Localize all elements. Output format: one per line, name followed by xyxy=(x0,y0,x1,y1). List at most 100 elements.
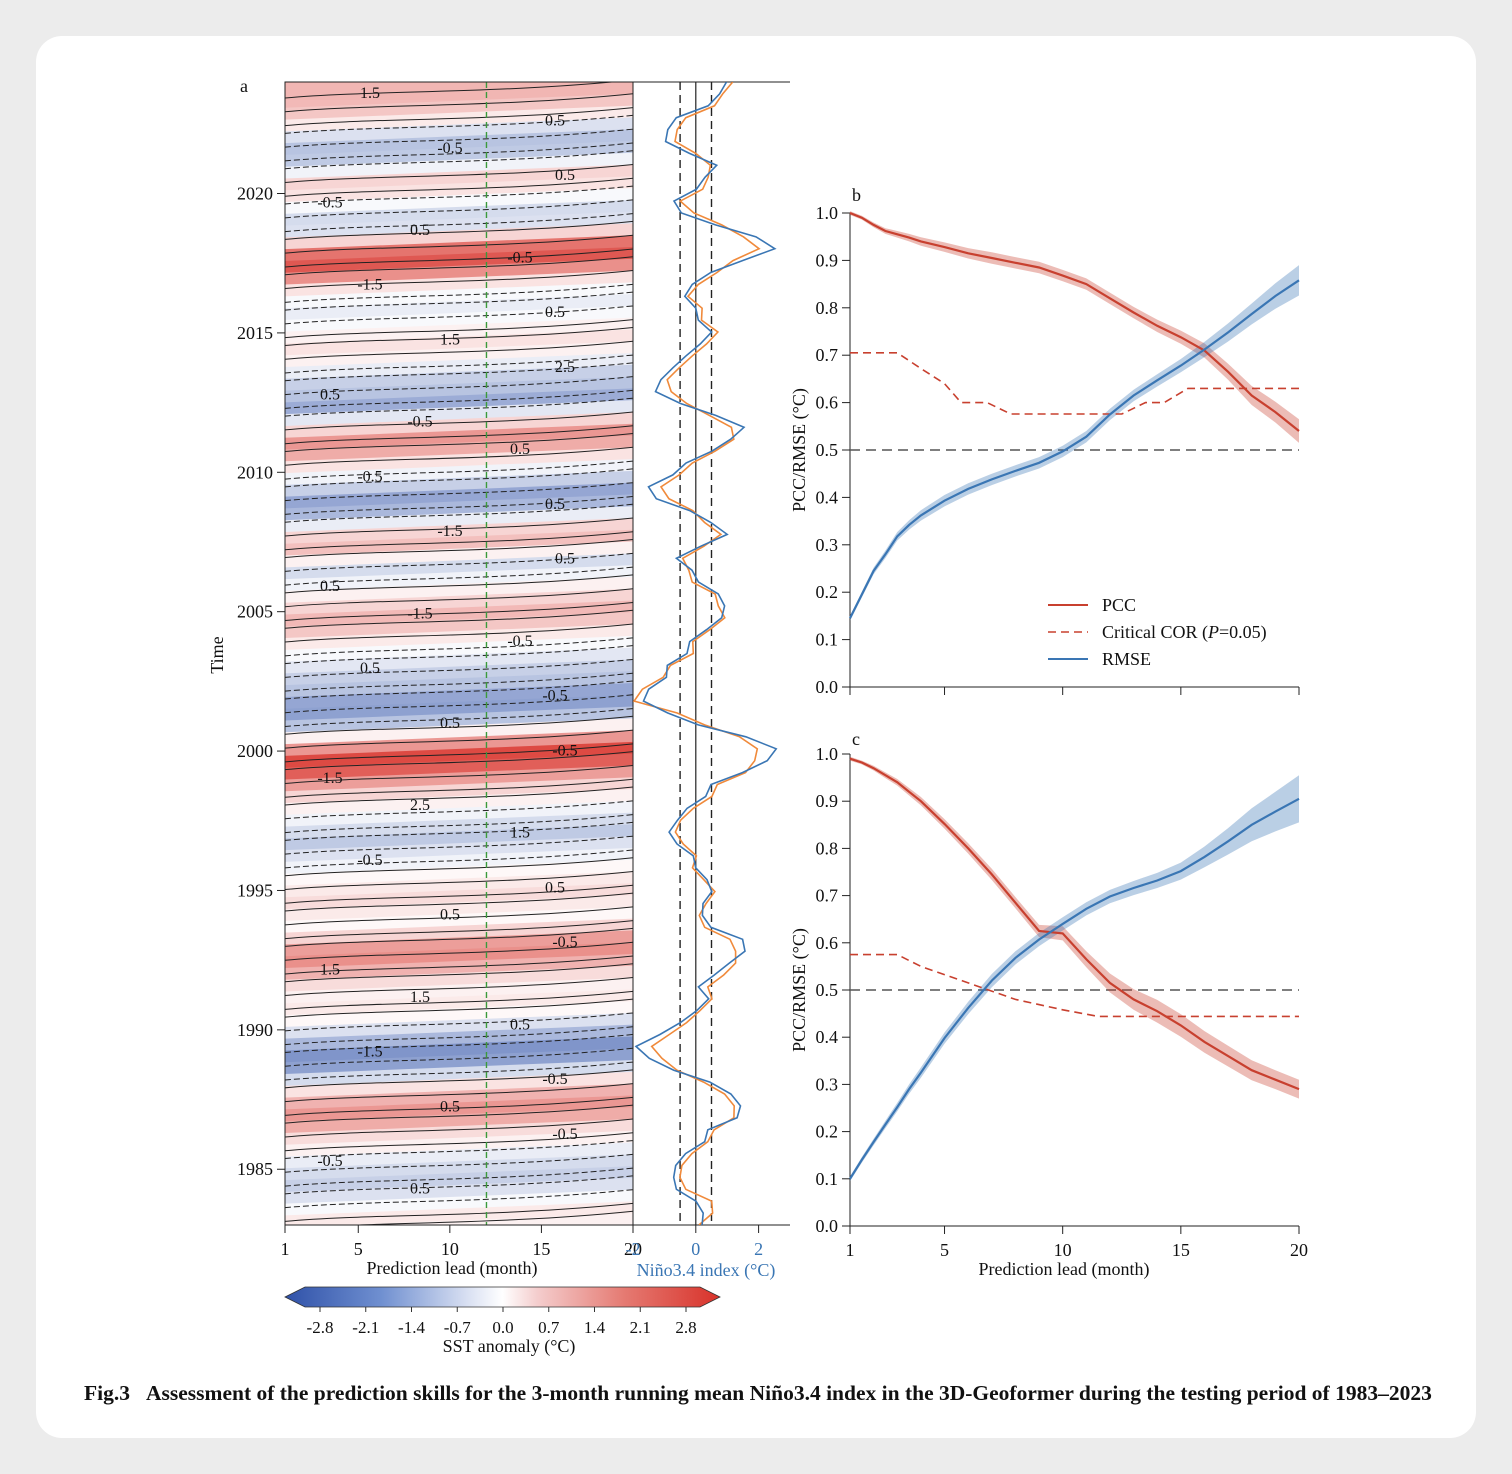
critical-cor-line xyxy=(850,953,1299,1018)
colorbar-tick-label: 0.0 xyxy=(492,1318,513,1337)
heatmap-contour xyxy=(285,708,633,728)
colorbar-tick-label: 2.8 xyxy=(675,1318,696,1337)
contour-label: -0.5 xyxy=(317,1153,342,1170)
heatmap-contour xyxy=(285,468,633,488)
y-tick-label: 2020 xyxy=(237,184,273,204)
heatmap-cell xyxy=(285,246,633,274)
contour-label: 0.5 xyxy=(440,907,460,924)
heatmap-contour xyxy=(285,114,633,134)
contour-label: -0.5 xyxy=(507,249,532,266)
y-tick-label: 0.4 xyxy=(816,1027,839,1047)
heatmap-contour xyxy=(285,270,633,290)
nino-threshold-lines xyxy=(679,82,713,1225)
heatmap-contour xyxy=(285,460,633,480)
x-tick-label: 10 xyxy=(441,1239,459,1259)
heatmap-cell xyxy=(340,1213,633,1225)
heatmap-contour xyxy=(285,729,633,749)
heatmap-contour xyxy=(285,778,633,798)
heatmap-y-axis: 1985 1990 1995 2000 2005 2010 2015 2020 xyxy=(237,184,285,1179)
contour-label: 0.5 xyxy=(440,1098,460,1115)
heatmap-field xyxy=(285,82,633,1225)
heatmap-contour xyxy=(285,1189,633,1209)
heatmap-contour xyxy=(627,1224,633,1225)
figure-card xyxy=(36,36,1476,1438)
figure-caption: Fig.3 Assessment of the prediction skill… xyxy=(84,1377,1434,1410)
heatmap-cell xyxy=(285,682,633,710)
heatmap-contour xyxy=(345,1210,633,1225)
heatmap-cell xyxy=(285,317,633,345)
y-tick-label: 0.1 xyxy=(816,1169,839,1189)
heatmap-contour xyxy=(285,955,633,975)
y-tick-label: 0.8 xyxy=(816,838,839,858)
pcc-line xyxy=(849,757,1300,1091)
heatmap-contours xyxy=(285,82,633,1225)
heatmap-cell xyxy=(285,965,633,993)
heatmap-contour xyxy=(285,283,633,303)
contour-label: 0.5 xyxy=(410,222,430,239)
heatmap-contour xyxy=(285,1104,633,1124)
heatmap-contour xyxy=(285,814,633,834)
heatmap-cell xyxy=(285,494,633,522)
heatmap-contour xyxy=(285,517,633,537)
contour-label: 2.5 xyxy=(555,359,575,376)
heatmap-contour xyxy=(285,870,633,890)
heatmap-cell xyxy=(285,989,633,1017)
heatmap-contour xyxy=(285,1140,633,1160)
heatmap-cell xyxy=(285,423,633,451)
heatmap-cell xyxy=(285,400,633,427)
heatmap-cell xyxy=(285,223,633,251)
y-tick-label: 0.7 xyxy=(816,886,839,906)
colorbar-tick-label: 2.1 xyxy=(630,1318,651,1337)
y-axis-title-b: PCC/RMSE (°C) xyxy=(789,388,810,512)
colorbar-tick-label: 1.4 xyxy=(584,1318,606,1337)
panel-label-a: a xyxy=(240,76,248,96)
heatmap-contour xyxy=(285,340,633,360)
contour-label: -0.5 xyxy=(507,633,532,650)
heatmap-contour xyxy=(285,990,633,1010)
heatmap-cell xyxy=(285,105,633,133)
x-tick-label: 1 xyxy=(281,1239,290,1259)
heatmap-contour xyxy=(285,425,633,445)
x-axis-title-nino34: Niño3.4 index (°C) xyxy=(637,1260,776,1281)
pcc-uncertainty-band xyxy=(850,756,1299,1099)
heatmap-cell xyxy=(285,529,633,557)
heatmap-cell xyxy=(285,282,633,310)
y-tick-label: 0.2 xyxy=(816,582,839,602)
heatmap-cell xyxy=(285,541,633,569)
contour-label: -0.5 xyxy=(542,688,567,705)
heatmap-x-axis: 1 5 10 15 20 xyxy=(281,1225,642,1259)
contour-label: 1.5 xyxy=(510,825,530,842)
heatmap-cell xyxy=(285,1095,633,1123)
y-tick-label: 1.0 xyxy=(816,744,839,764)
heatmap-cell xyxy=(285,329,633,357)
contour-label: 0.5 xyxy=(555,551,575,568)
nino-x-tick-label: 2 xyxy=(754,1239,763,1259)
heatmap-contour xyxy=(285,362,633,382)
legend-label-critical-cor: Critical COR (P=0.05) xyxy=(1102,622,1267,643)
y-tick-label: 0.8 xyxy=(816,298,839,318)
y-tick-label: 0.9 xyxy=(816,250,839,270)
heatmap-contour xyxy=(285,397,633,417)
heatmap-contour xyxy=(285,786,633,806)
heatmap-contour xyxy=(285,213,633,233)
heatmap-contour xyxy=(285,1175,633,1195)
heatmap-cell xyxy=(285,576,633,604)
contour-label: -0.5 xyxy=(357,852,382,869)
y-tick-label: 0.4 xyxy=(816,487,839,507)
heatmap-contour xyxy=(285,128,633,148)
heatmap-contour xyxy=(285,326,633,346)
y-tick-label: 2015 xyxy=(237,323,273,343)
heatmap-contour xyxy=(285,574,633,594)
heatmap-contour xyxy=(285,963,633,983)
y-tick-label: 2000 xyxy=(237,741,273,761)
heatmap-contour xyxy=(285,672,633,692)
y-tick-label: 0.9 xyxy=(816,791,839,811)
contour-label: 0.5 xyxy=(545,879,565,896)
heatmap-cell xyxy=(285,152,633,180)
heatmap-contour xyxy=(285,1033,633,1053)
heatmap-contour xyxy=(285,305,633,325)
heatmap-cell xyxy=(285,812,633,840)
heatmap-cell xyxy=(285,953,633,981)
contour-label: 0.5 xyxy=(320,386,340,403)
rmse-line xyxy=(849,279,1300,619)
